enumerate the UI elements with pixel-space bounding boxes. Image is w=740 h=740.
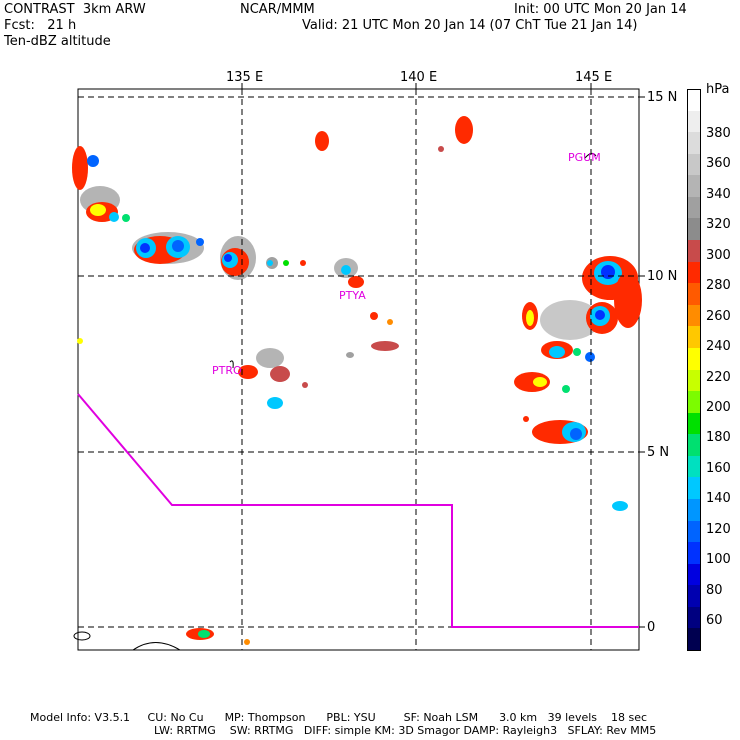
colorbar-swatch [687, 283, 701, 306]
radar-echoes [72, 116, 642, 651]
colorbar-swatch [687, 261, 701, 284]
colorbar-swatch [687, 196, 701, 219]
lat-lon-grid [78, 89, 639, 650]
colorbar-swatch [687, 304, 701, 327]
model-title: CONTRAST 3km ARW [4, 2, 146, 17]
organization-label: NCAR/MMM [240, 2, 315, 17]
colorbar-swatch [687, 240, 701, 263]
colorbar-label: 220 [706, 369, 731, 385]
colorbar-label: 140 [706, 491, 731, 507]
colorbar-label: 60 [706, 613, 723, 628]
guam-outline [584, 152, 597, 159]
station-ptro: PTRO [212, 364, 242, 377]
colorbar-swatch [687, 369, 701, 392]
valid-time: Valid: 21 UTC Mon 20 Jan 14 (07 ChT Tue … [302, 18, 638, 33]
colorbar-label: 100 [706, 552, 731, 568]
colorbar-label: 300 [706, 247, 731, 263]
lon-label-140: 140 E [400, 70, 438, 85]
colorbar-swatch [687, 326, 701, 349]
forecast-hour: Fcst: 21 h [4, 18, 77, 33]
colorbar-swatch [687, 563, 701, 586]
model-info-line2: LW: RRTMG SW: RRTMG DIFF: simple KM: 3D … [154, 724, 657, 737]
lon-label-145: 145 E [575, 70, 613, 85]
colorbar-label: 120 [706, 521, 731, 537]
colorbar-label: 320 [706, 217, 731, 233]
colorbar-label: 240 [706, 339, 731, 355]
lon-label-135: 135 E [226, 70, 264, 85]
colorbar-swatch [687, 132, 701, 155]
colorbar-label: 340 [706, 186, 731, 202]
colorbar-swatch [687, 585, 701, 608]
lat-label-0: 0 [647, 620, 656, 635]
colorbar-swatch [687, 498, 701, 522]
lat-label-10n: 10 N [647, 269, 678, 284]
colorbar-label: 260 [706, 308, 731, 324]
model-info-line1: Model Info: V3.5.1 CU: No Cu MP: Thompso… [30, 711, 648, 724]
colorbar-label: 380 [706, 126, 731, 141]
colorbar-swatch [687, 477, 701, 500]
colorbar-unit: hPa [706, 82, 730, 97]
colorbar-label: 80 [706, 582, 723, 598]
lat-label-5n: 5 N [647, 445, 670, 460]
colorbar-swatch [687, 542, 701, 565]
colorbar-swatch [687, 391, 701, 414]
colorbar-label: 200 [706, 399, 731, 415]
colorbar-label: 280 [706, 278, 731, 294]
colorbar-swatch [687, 628, 701, 652]
colorbar-swatch [687, 89, 701, 113]
colorbar-swatch [687, 606, 701, 629]
colorbar-label: 180 [706, 430, 731, 446]
station-pgum: PGUM [568, 151, 601, 164]
colorbar-swatch [687, 153, 701, 176]
palau-outline [229, 360, 234, 369]
colorbar-swatch [687, 218, 701, 241]
colorbar-swatch [687, 434, 701, 457]
field-name: Ten-dBZ altitude [4, 34, 111, 49]
colorbar-swatch [687, 175, 701, 198]
colorbar-label: 360 [706, 156, 731, 172]
colorbar-swatch [687, 520, 701, 543]
lat-label-15n: 15 N [647, 90, 678, 105]
boundary-line [77, 393, 639, 628]
colorbar-swatch [687, 412, 701, 435]
map-frame [77, 88, 640, 651]
colorbar-swatch [687, 110, 701, 133]
colorbar-swatch [687, 455, 701, 478]
colorbar-label: 160 [706, 460, 731, 476]
station-ptya: PTYA [339, 289, 366, 302]
axis-ticks [241, 83, 645, 628]
colorbar-swatch [687, 347, 701, 370]
init-time: Init: 00 UTC Mon 20 Jan 14 [514, 2, 687, 17]
